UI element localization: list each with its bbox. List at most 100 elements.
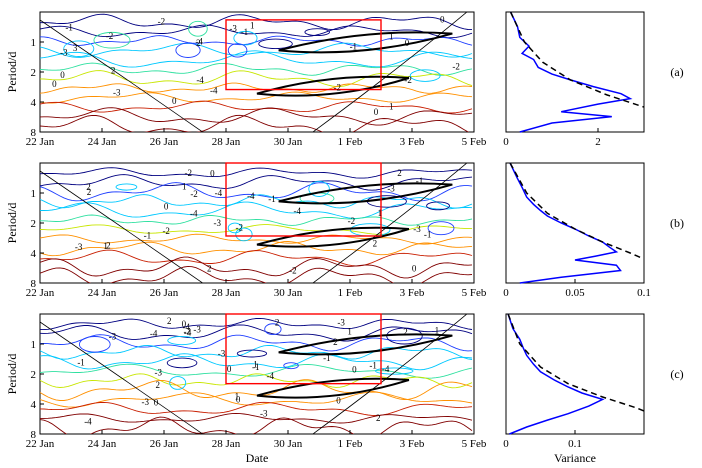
- contour-label: 0: [352, 364, 357, 374]
- cone-of-influence-left: [40, 321, 204, 434]
- contour-label: -1: [144, 230, 152, 240]
- y-tick-label: 4: [31, 399, 37, 411]
- contour-island: [188, 20, 208, 37]
- contour-label: -4: [84, 416, 92, 426]
- x-tick-label: 5 Feb: [462, 287, 487, 299]
- contour-level-line: [40, 100, 473, 114]
- contour-island: [78, 336, 111, 353]
- contour-label: -3: [213, 218, 221, 228]
- contour-label: 0: [172, 96, 177, 106]
- x-tick-label: 0: [503, 136, 509, 148]
- contour-level-line: [40, 82, 473, 94]
- contour-level-line: [40, 70, 473, 88]
- x-tick-label: 5 Feb: [462, 438, 487, 450]
- contour-label: 1: [235, 391, 240, 401]
- contour-label: -2: [452, 61, 460, 71]
- contour-label: 2: [167, 316, 172, 326]
- contour-label: -2: [158, 17, 166, 27]
- x-tick-label: 0: [503, 287, 509, 299]
- contour-label: -1: [268, 194, 276, 204]
- x-tick-label: 30 Jan: [274, 136, 303, 148]
- contour-label: -4: [195, 36, 203, 46]
- y-tick-label: 4: [31, 248, 37, 260]
- x-tick-label: 0.1: [568, 438, 582, 450]
- contour-label: -4: [196, 75, 204, 85]
- contour-label: -3: [75, 242, 83, 252]
- contour-label: -1: [424, 229, 432, 239]
- contour-label: -4: [182, 322, 190, 332]
- contour-island: [409, 69, 441, 82]
- y-tick-label: 2: [31, 67, 37, 79]
- x-tick-label: 28 Jan: [212, 438, 241, 450]
- cone-of-influence-left: [40, 170, 204, 283]
- contour-island: [304, 28, 330, 37]
- contour-level-line: [40, 194, 473, 209]
- panel-label: (c): [670, 367, 683, 381]
- contour-label: 0: [182, 319, 187, 329]
- contour-level-line: [40, 265, 473, 283]
- contour-island: [63, 40, 95, 57]
- contour-label: 0: [164, 202, 169, 212]
- cone-of-influence-left: [40, 19, 204, 132]
- contour-level-line: [40, 13, 473, 31]
- x-axis-label: Variance: [554, 451, 596, 465]
- contour-level-line: [40, 334, 473, 352]
- x-axis-label: Date: [246, 451, 269, 465]
- contour-label: 2: [106, 240, 111, 250]
- contour-label: 2: [373, 239, 378, 249]
- contour-lines: [40, 314, 473, 434]
- significance-fit-line: [507, 313, 645, 412]
- contour-label: -4: [266, 371, 274, 381]
- contour-level-line: [40, 24, 473, 39]
- contour-frame: [39, 162, 475, 284]
- contour-level-line: [40, 42, 473, 58]
- contour-label: 1: [378, 208, 383, 218]
- contour-label: 0: [412, 264, 417, 274]
- x-tick-label: 26 Jan: [150, 136, 179, 148]
- x-tick-label: 30 Jan: [274, 438, 303, 450]
- contour-level-line: [40, 35, 473, 47]
- contour-label: 0: [374, 107, 379, 117]
- contour-label: -4: [382, 364, 390, 374]
- contour-label: -1: [323, 353, 331, 363]
- contour-island: [426, 201, 450, 211]
- contour-label: 1: [182, 182, 187, 192]
- contour-label: 2: [403, 327, 408, 337]
- contour-label: 0: [227, 364, 232, 374]
- contour-label: -2: [235, 223, 243, 233]
- x-tick-label: 24 Jan: [88, 136, 117, 148]
- x-tick-label: 1 Feb: [338, 287, 363, 299]
- contour-label: 1: [253, 360, 258, 370]
- contour-label: -2: [183, 327, 191, 337]
- y-tick-label: 4: [31, 97, 37, 109]
- contour-level-line: [40, 107, 473, 126]
- contour-label: 2: [397, 168, 402, 178]
- contour-island: [169, 376, 187, 390]
- contour-label: -4: [215, 188, 223, 198]
- contour-label: -3: [193, 324, 201, 334]
- x-tick-label: 22 Jan: [26, 287, 55, 299]
- contour-island: [115, 183, 138, 191]
- x-tick-label: 26 Jan: [150, 287, 179, 299]
- contour-label: -1: [252, 362, 260, 372]
- contour-island: [235, 227, 253, 242]
- highlight-box: [225, 162, 382, 237]
- contour-label: 1: [103, 241, 108, 251]
- significance-contour: [278, 182, 453, 205]
- highlight-box: [225, 313, 382, 385]
- contour-island: [166, 357, 198, 369]
- contour-island: [283, 362, 299, 370]
- contour-label: 0: [60, 70, 65, 80]
- contour-label: 0: [336, 396, 341, 406]
- contour-label: 0: [440, 15, 445, 25]
- contour-level-line: [40, 201, 473, 219]
- contour-island: [308, 180, 330, 197]
- spectrum-frame: [505, 162, 645, 284]
- contour-label: 0: [154, 397, 159, 407]
- contour-level-line: [40, 317, 473, 331]
- wavelet-spectrum-line: [507, 313, 605, 435]
- contour-island: [93, 31, 131, 49]
- contour-label: 1: [250, 21, 255, 31]
- contour-lines: [40, 163, 473, 283]
